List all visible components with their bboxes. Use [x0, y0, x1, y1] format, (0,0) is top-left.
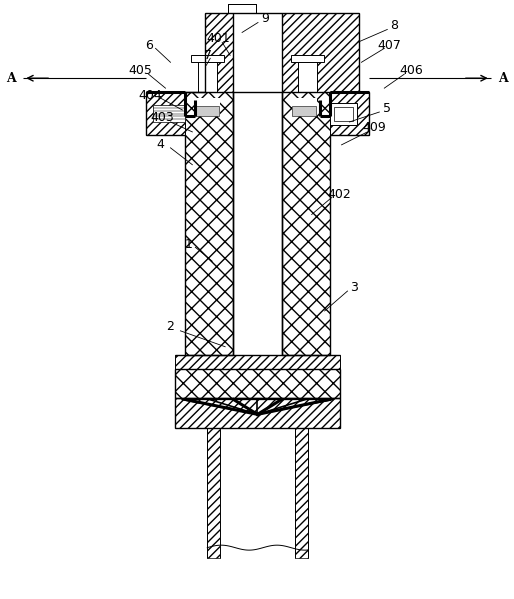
Bar	[153, 105, 186, 122]
Text: 402: 402	[328, 188, 352, 201]
Text: 403: 403	[151, 111, 174, 125]
Bar	[329, 103, 357, 125]
Text: A: A	[7, 72, 16, 84]
Bar	[228, 4, 256, 13]
Text: 404: 404	[139, 89, 162, 102]
Text: 7: 7	[204, 49, 212, 62]
Text: 9: 9	[261, 12, 269, 25]
Text: 5: 5	[383, 102, 391, 114]
Bar	[334, 107, 354, 121]
Text: 8: 8	[390, 19, 398, 32]
Text: 405: 405	[128, 63, 153, 77]
Bar	[175, 398, 340, 428]
Bar	[220, 428, 295, 558]
Polygon shape	[295, 428, 308, 558]
Bar	[205, 13, 359, 92]
Text: 1: 1	[185, 238, 192, 251]
Polygon shape	[207, 428, 220, 558]
Bar	[282, 92, 329, 355]
Text: 2: 2	[167, 320, 174, 334]
Bar	[198, 62, 217, 92]
Text: A: A	[498, 72, 507, 84]
Bar	[298, 62, 317, 92]
Text: 6: 6	[144, 39, 153, 52]
Bar	[195, 98, 220, 116]
Text: 406: 406	[399, 63, 423, 77]
Text: 4: 4	[157, 138, 164, 152]
Bar	[175, 368, 340, 398]
Bar	[175, 355, 340, 368]
Bar	[233, 13, 282, 355]
Text: 409: 409	[362, 122, 386, 134]
Text: 3: 3	[351, 280, 358, 294]
Bar	[191, 55, 224, 62]
Bar	[186, 92, 233, 355]
Bar	[329, 92, 370, 135]
Bar	[292, 106, 316, 116]
Bar	[291, 55, 324, 62]
Bar	[145, 92, 186, 135]
Text: 407: 407	[377, 39, 401, 52]
Bar	[195, 106, 219, 116]
Bar	[292, 98, 317, 116]
Text: 401: 401	[206, 32, 230, 45]
